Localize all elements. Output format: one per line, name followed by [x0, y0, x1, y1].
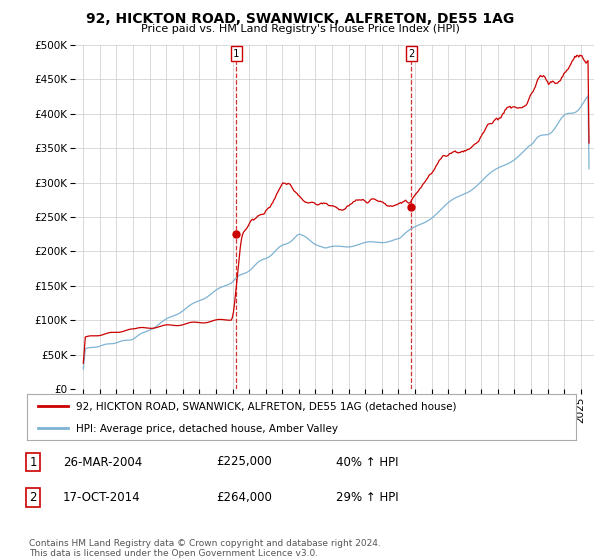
Text: 92, HICKTON ROAD, SWANWICK, ALFRETON, DE55 1AG (detached house): 92, HICKTON ROAD, SWANWICK, ALFRETON, DE… [76, 402, 457, 412]
Text: 17-OCT-2014: 17-OCT-2014 [63, 491, 140, 504]
Text: 40% ↑ HPI: 40% ↑ HPI [336, 455, 398, 469]
Text: HPI: Average price, detached house, Amber Valley: HPI: Average price, detached house, Ambe… [76, 423, 338, 433]
Text: 92, HICKTON ROAD, SWANWICK, ALFRETON, DE55 1AG: 92, HICKTON ROAD, SWANWICK, ALFRETON, DE… [86, 12, 514, 26]
Text: 2: 2 [409, 49, 415, 59]
Text: Contains HM Land Registry data © Crown copyright and database right 2024.
This d: Contains HM Land Registry data © Crown c… [29, 539, 380, 558]
Text: 1: 1 [29, 455, 37, 469]
Text: 1: 1 [233, 49, 239, 59]
Text: 26-MAR-2004: 26-MAR-2004 [63, 455, 142, 469]
Text: £225,000: £225,000 [216, 455, 272, 469]
Text: 29% ↑ HPI: 29% ↑ HPI [336, 491, 398, 504]
Text: Price paid vs. HM Land Registry's House Price Index (HPI): Price paid vs. HM Land Registry's House … [140, 24, 460, 34]
Text: 2: 2 [29, 491, 37, 504]
Text: £264,000: £264,000 [216, 491, 272, 504]
